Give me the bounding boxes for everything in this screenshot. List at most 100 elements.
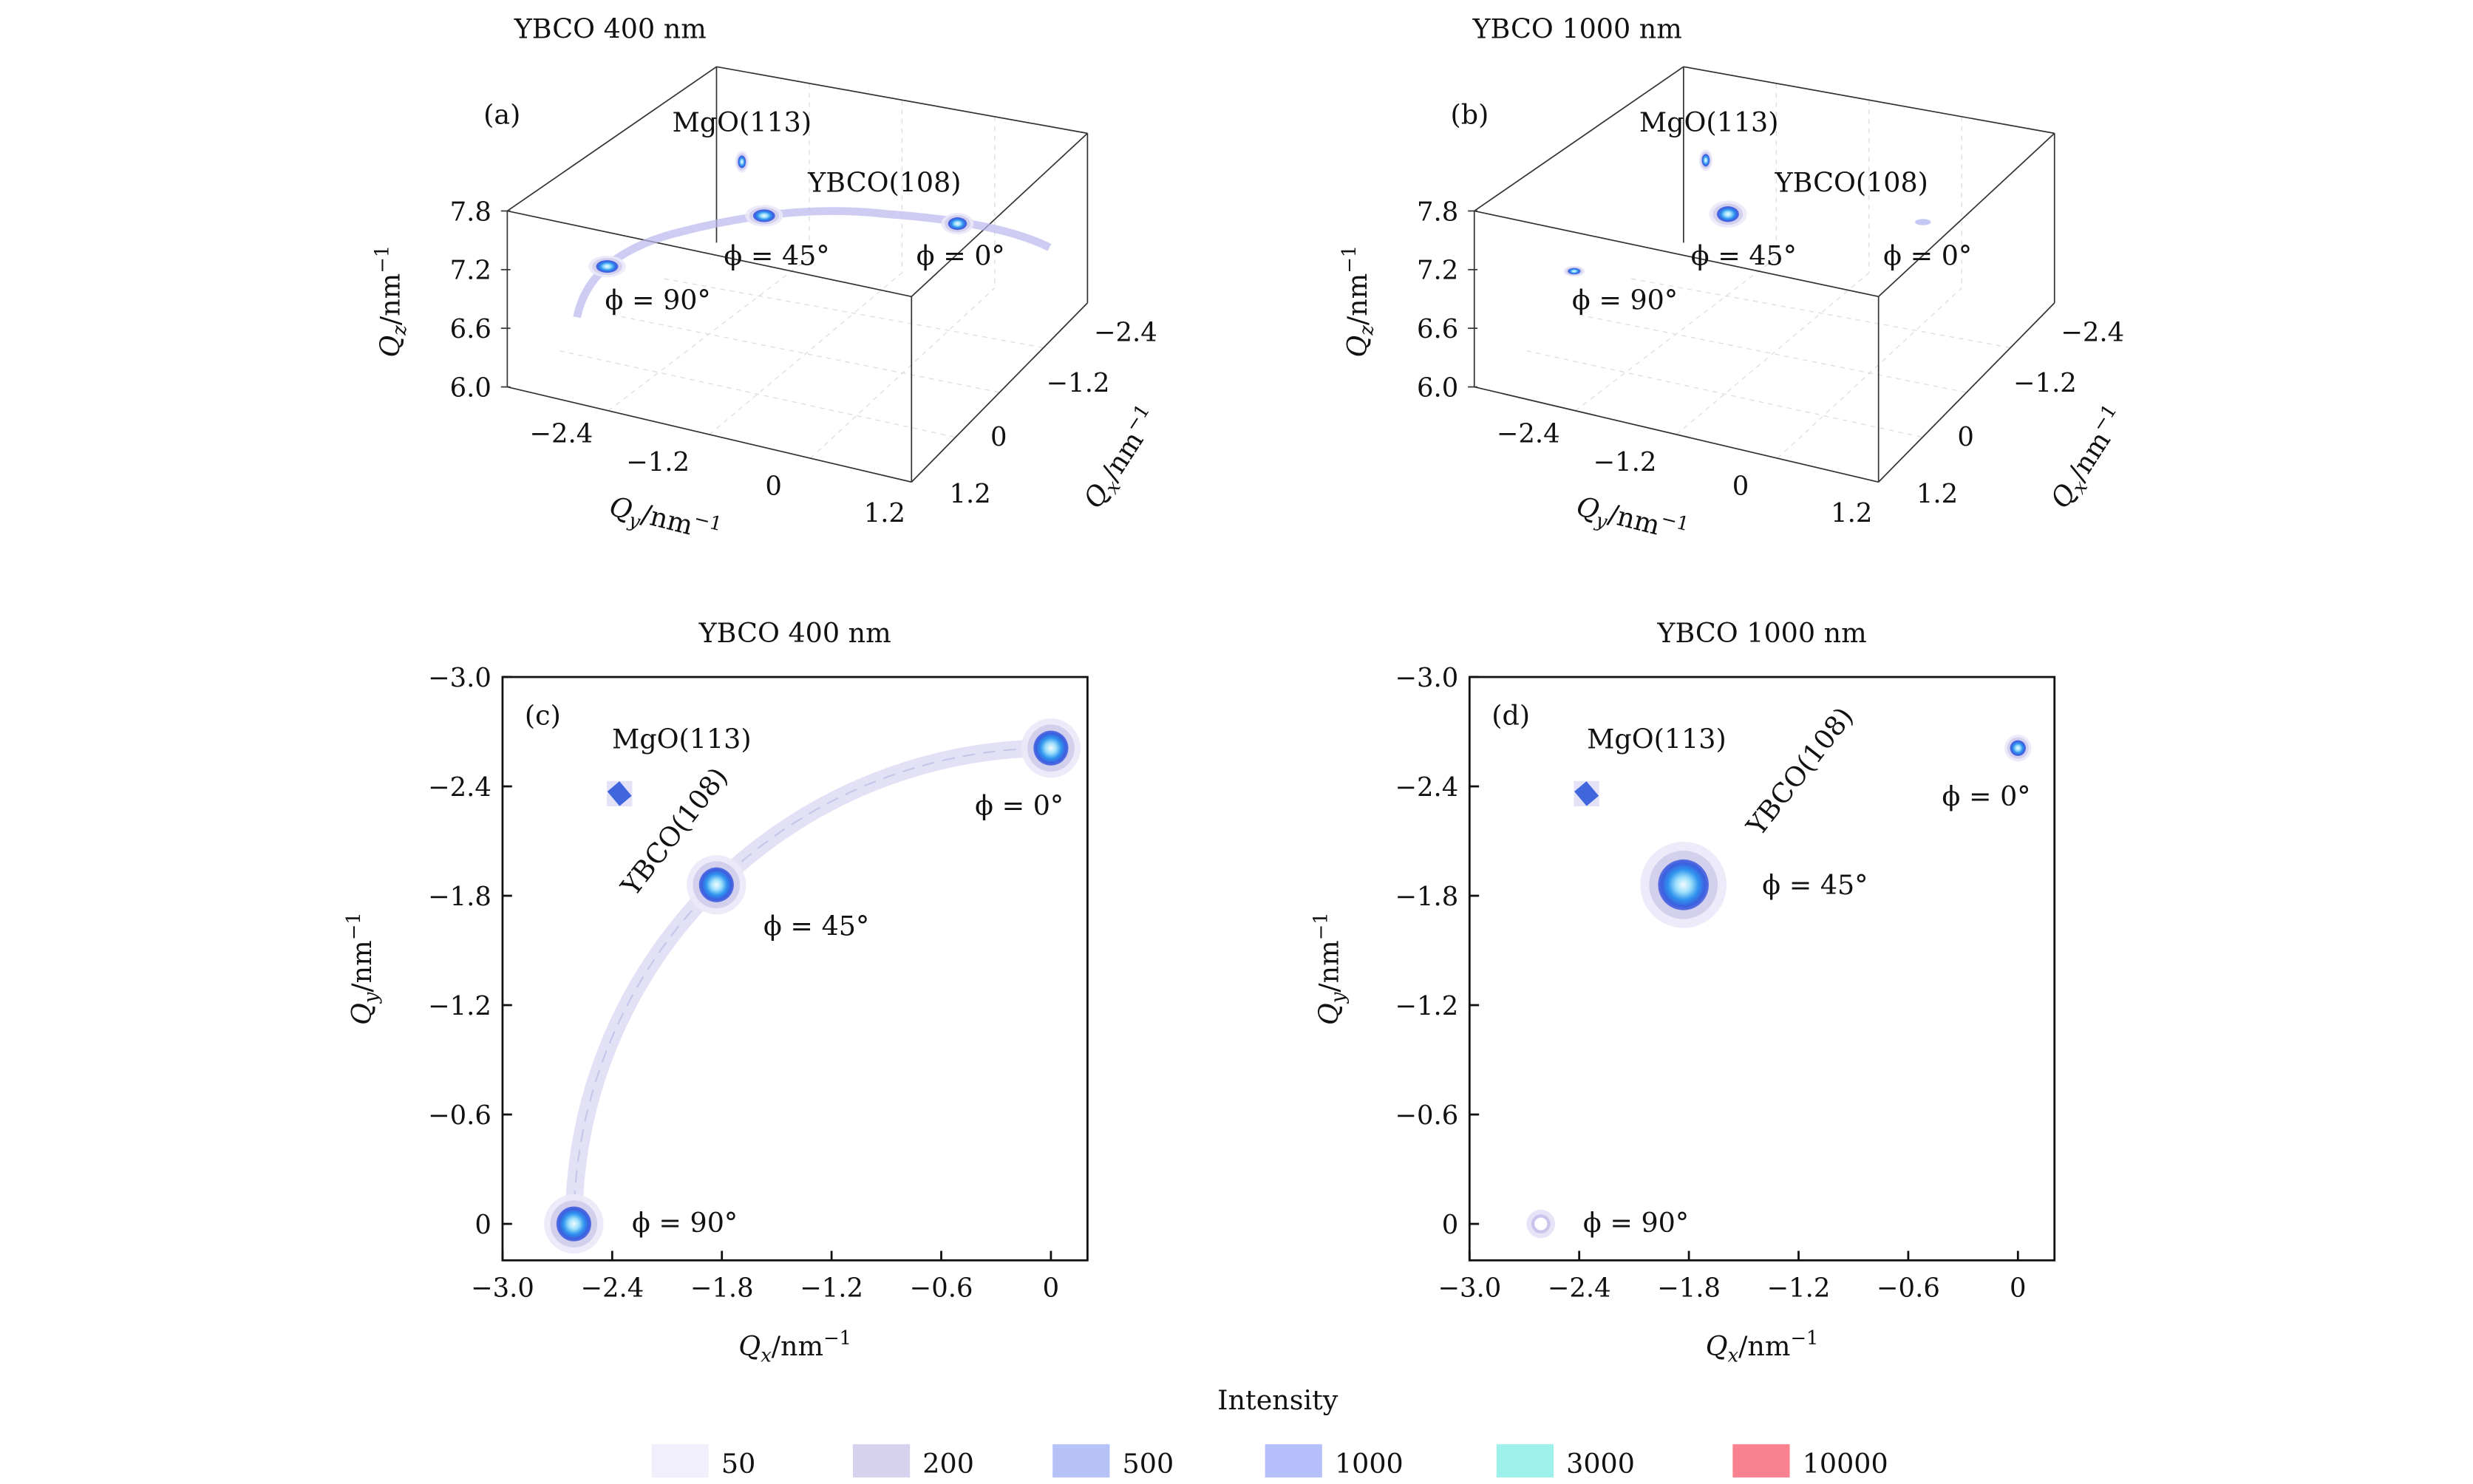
box-edge [911, 132, 1088, 297]
axis-superscript: −1 [343, 912, 365, 940]
x-axis-label: Qx/nm−1 [738, 1327, 851, 1367]
floor-gridline [709, 272, 902, 435]
y-tick-label: −1.8 [1395, 882, 1458, 912]
panel-b: 7.8 7.2 6.6 6.0 −2.4 −1.2 0 1.2 −2.4 −1.2 0 1.2 Qy/n… [1338, 13, 2136, 542]
legend: Intensity 50 200 500 1000 3000 10000 [651, 1384, 1888, 1480]
annotation-phi0: ϕ = 0° [916, 239, 1005, 271]
axis-unit: /nm [638, 498, 696, 542]
axis-superscript: −1 [371, 245, 393, 273]
qx-axis-label: Qx/nm−1 [1075, 401, 1169, 517]
x-tick-label: −3.0 [1438, 1273, 1501, 1304]
panel-a: 7.8 7.2 6.6 6.0 −2.4 −1.2 0 1.2 −2.4 −1.2 0 1.2 Qy/n… [371, 13, 1169, 553]
peak-mgo-core [738, 155, 746, 169]
legend-label: 1000 [1335, 1448, 1404, 1480]
panel-title: YBCO 400 nm [514, 13, 707, 45]
y-axis-label: Qy/nm−1 [1310, 912, 1350, 1025]
axis-unit: /nm [1313, 940, 1344, 992]
x-tick-label: −0.6 [1877, 1273, 1940, 1304]
panel-title: YBCO 1000 nm [1472, 13, 1681, 45]
axis-superscript: −1 [1310, 912, 1332, 940]
axis-symbol: Q [1313, 1003, 1344, 1025]
annotation-phi90: ϕ = 90° [632, 1207, 738, 1239]
axis-unit: /nm [375, 273, 407, 325]
x-tick-label: −3.0 [471, 1273, 534, 1304]
qy-tick-label: −2.4 [1497, 419, 1560, 449]
axis-superscript: −1 [823, 1327, 851, 1349]
peak-phi45-core [1716, 206, 1739, 222]
legend-swatch-50 [651, 1444, 709, 1478]
qz-axis-label: Qz/nm−1 [1338, 245, 1378, 358]
peak-mgo [1574, 781, 1599, 806]
x-tick-label: 0 [1043, 1273, 1060, 1304]
annotation-ybco: YBCO(108) [1740, 701, 1860, 843]
legend-swatch-200 [852, 1444, 911, 1478]
y-tick-label: 0 [474, 1210, 491, 1240]
axis-subscript: y [360, 992, 382, 1004]
qx-tick-label: −1.2 [2013, 368, 2077, 398]
box-edge [716, 66, 1088, 135]
axis-subscript: x [761, 1345, 772, 1367]
axis-symbol: Q [1341, 336, 1373, 358]
panel-label: (a) [483, 98, 520, 130]
qz-tick-label: 6.6 [450, 314, 491, 344]
legend-swatch-1000 [1265, 1444, 1322, 1478]
panel-c: −3.0 −2.4 −1.8 −1.2 −0.6 0 −3.0 −2.4 −1.8 −1.2 −0.… [343, 617, 1089, 1367]
annotation-phi45: ϕ = 45° [1762, 869, 1868, 901]
panel-title: YBCO 400 nm [698, 617, 891, 649]
box-edge [1474, 66, 1684, 212]
annotation-mgo: MgO(113) [612, 724, 752, 755]
peak-phi0-core [948, 217, 967, 231]
box-edge [1474, 386, 1879, 483]
floor-gridline [1630, 278, 2011, 349]
x-tick-label: −1.2 [800, 1273, 863, 1304]
legend-label: 200 [922, 1448, 974, 1480]
floor-gridline [1777, 287, 1962, 459]
qx-tick-label: −2.4 [1094, 317, 1157, 347]
qz-tick-label: 7.8 [1417, 197, 1458, 227]
x-tick-label: −1.2 [1767, 1273, 1831, 1304]
x-tick-label: −1.8 [690, 1273, 754, 1304]
x-tick-label: −2.4 [1548, 1273, 1611, 1304]
axis-unit: /nm [1605, 498, 1664, 542]
qx-tick-label: 1.2 [950, 479, 991, 509]
axis-subscript: x [1728, 1345, 1739, 1367]
annotation-mgo: MgO(113) [1587, 724, 1727, 755]
annotation-ybco: YBCO(108) [1775, 167, 1928, 199]
legend-title: Intensity [1217, 1384, 1338, 1416]
x-tick-label: −2.4 [580, 1273, 644, 1304]
qx-tick-label: 0 [1957, 422, 1974, 452]
peak-phi90-core [1568, 268, 1581, 275]
y-tick-label: 0 [1442, 1210, 1459, 1240]
qx-axis-label: Qx/nm−1 [2041, 401, 2136, 517]
panel-label: (c) [525, 699, 561, 731]
floor-gridline [1526, 350, 1923, 438]
y-axis-label: Qy/nm−1 [343, 912, 383, 1025]
axis-superscript: −1 [1338, 245, 1361, 273]
x-tick-label: −0.6 [910, 1273, 973, 1304]
axis-unit: /nm [1738, 1330, 1790, 1362]
axis-symbol: Q [346, 1003, 378, 1025]
axis-subscript: y [1327, 992, 1350, 1004]
annotation-phi90: ϕ = 90° [1583, 1207, 1689, 1239]
panel-label: (b) [1451, 98, 1489, 130]
legend-label: 10000 [1803, 1448, 1888, 1480]
annotation-phi45: ϕ = 45° [1691, 239, 1797, 271]
axis-superscript: −1 [1659, 508, 1691, 536]
box-edge [507, 210, 912, 298]
qx-tick-label: 0 [990, 422, 1007, 452]
peak-mgo-core [1701, 154, 1710, 167]
qy-tick-label: −1.2 [626, 447, 690, 477]
legend-label: 50 [721, 1448, 755, 1480]
box-edge [911, 302, 1088, 483]
annotation-phi45: ϕ = 45° [724, 239, 829, 271]
qz-tick-label: 6.6 [1417, 314, 1458, 344]
panel-d: −3.0 −2.4 −1.8 −1.2 −0.6 0 −3.0 −2.4 −1.8 −1.2 −0.… [1310, 617, 2056, 1367]
box-edge [507, 386, 912, 483]
y-tick-label: −0.6 [1395, 1100, 1458, 1131]
qx-tick-label: −1.2 [1047, 368, 1110, 398]
peak-phi0-core [2010, 740, 2027, 756]
qy-axis-label: Qy/nm−1 [605, 487, 724, 553]
plot-frame [1468, 675, 2056, 1262]
floor-gridline [810, 287, 996, 459]
peak-phi0-core [1033, 730, 1069, 766]
